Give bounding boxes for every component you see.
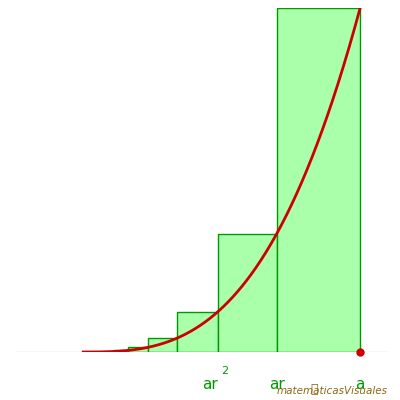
Text: a: a [356, 377, 365, 392]
Bar [218, 234, 276, 352]
Text: Ⓜ: Ⓜ [310, 383, 318, 396]
Text: ar: ar [269, 377, 284, 392]
Text: 2: 2 [221, 366, 228, 376]
Bar [128, 347, 148, 352]
Bar [177, 312, 218, 352]
Text: ar: ar [202, 377, 218, 392]
Bar [114, 350, 128, 352]
Bar [148, 338, 177, 352]
Bar [276, 8, 360, 352]
Text: matematicasVisuales: matematicasVisuales [277, 386, 388, 396]
